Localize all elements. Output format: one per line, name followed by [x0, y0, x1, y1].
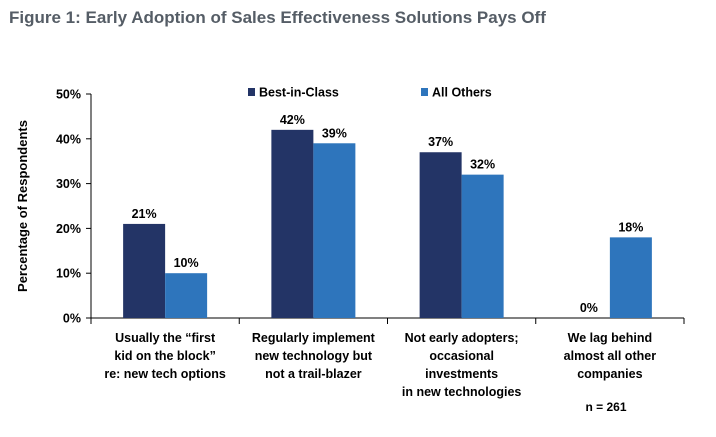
bar-best-in-class: [123, 223, 166, 318]
bar-best-in-class: [419, 152, 462, 318]
data-label: 32%: [470, 158, 495, 172]
category-label: kid on the block”: [114, 349, 215, 363]
y-tick-label: 0%: [63, 312, 81, 326]
category-label: almost all other: [564, 349, 657, 363]
data-label: 10%: [174, 256, 199, 270]
data-labels: 21% 10% 42% 39% 37% 32% 0% 18%: [132, 113, 644, 315]
y-tick-label: 40%: [56, 132, 81, 146]
category-label: Usually the “first: [115, 331, 216, 345]
data-label: 0%: [580, 301, 598, 315]
category-label: not a trail-blazer: [265, 367, 362, 381]
legend-label: All Others: [432, 86, 492, 100]
legend-swatch: [248, 88, 255, 96]
y-axis: 0% 10% 20% 30% 40% 50%: [56, 88, 92, 326]
category-label: new technology but: [255, 349, 373, 363]
category-label: Regularly implement: [252, 331, 376, 345]
y-tick-label: 20%: [56, 222, 81, 236]
legend-swatch: [421, 88, 428, 96]
bar-all-others: [609, 237, 652, 318]
y-axis-title: Percentage of Respondents: [15, 120, 30, 292]
data-label: 42%: [280, 113, 305, 127]
bar-best-in-class: [271, 129, 314, 318]
data-label: 21%: [132, 207, 157, 221]
bar-all-others: [313, 143, 356, 318]
figure-title: Figure 1: Early Adoption of Sales Effect…: [9, 8, 546, 27]
bar-all-others: [461, 174, 504, 318]
legend: Best-in-Class All Others: [248, 86, 492, 100]
category-label: re: new tech options: [104, 367, 226, 381]
category-label: companies: [577, 367, 642, 381]
category-label: We lag behind: [568, 331, 653, 345]
bar-all-others: [165, 273, 208, 318]
category-label: in new technologies: [402, 385, 522, 399]
data-label: 39%: [322, 126, 347, 140]
y-tick-label: 30%: [56, 177, 81, 191]
legend-label: Best-in-Class: [259, 86, 339, 100]
y-tick-label: 10%: [56, 267, 81, 281]
x-axis: [90, 317, 685, 324]
category-label: occasional: [429, 349, 494, 363]
bars: [123, 129, 652, 318]
data-label: 18%: [618, 220, 643, 234]
data-label: 37%: [428, 135, 453, 149]
category-label: Not early adopters;: [405, 331, 519, 345]
sample-size-note: n = 261: [585, 400, 626, 414]
y-tick-label: 50%: [56, 88, 81, 102]
category-label: investments: [425, 367, 498, 381]
category-labels: Usually the “first kid on the block” re: n…: [104, 331, 656, 399]
